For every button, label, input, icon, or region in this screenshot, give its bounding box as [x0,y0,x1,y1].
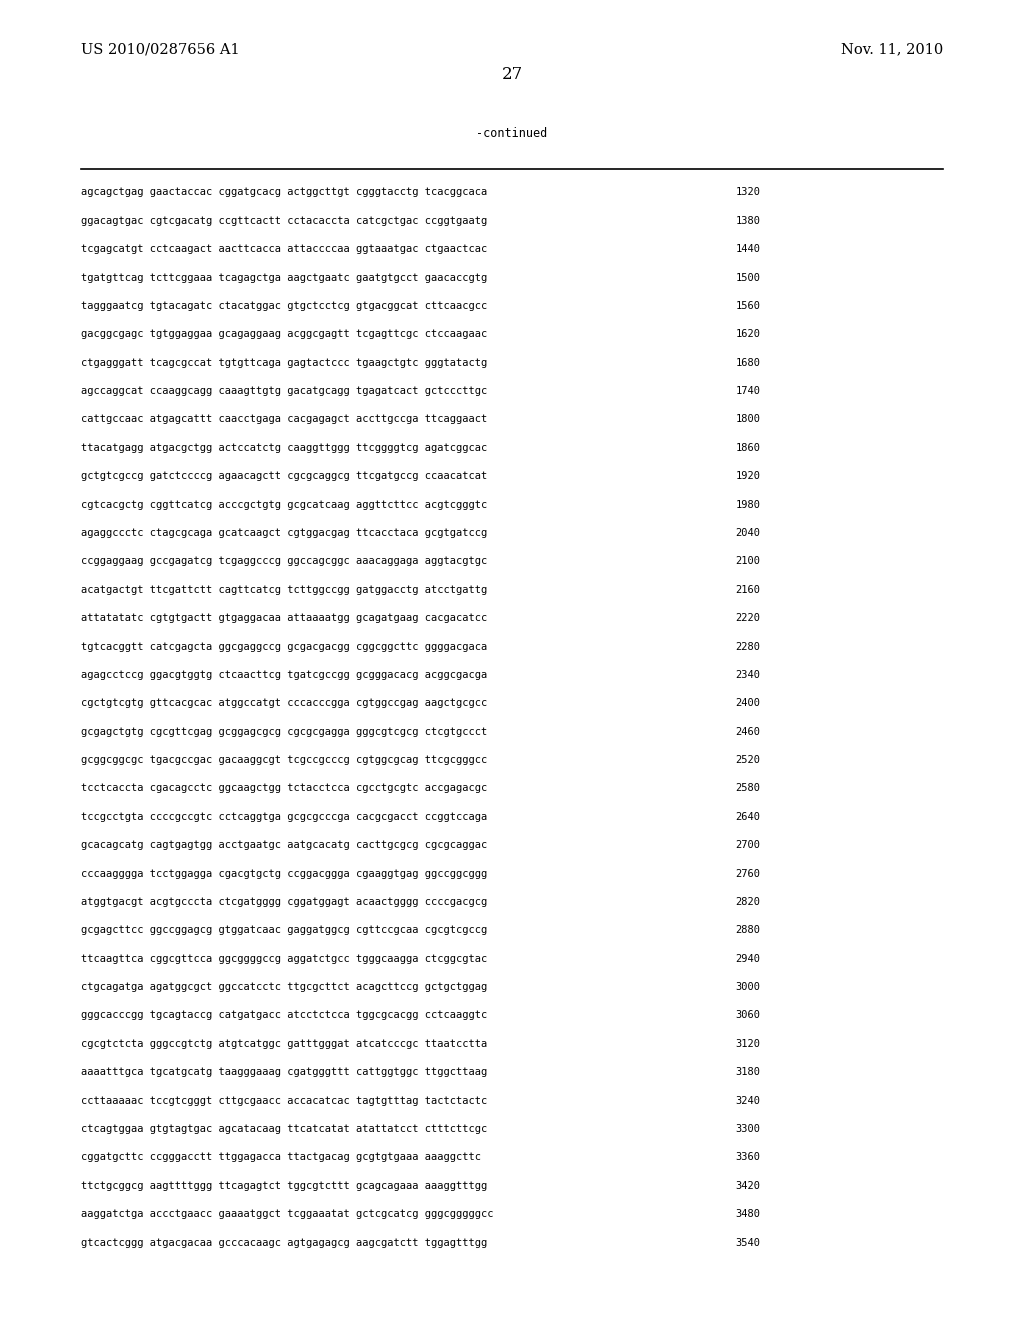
Text: 2400: 2400 [735,698,760,709]
Text: 2040: 2040 [735,528,760,539]
Text: 3480: 3480 [735,1209,760,1220]
Text: ttcaagttca cggcgttcca ggcggggccg aggatctgcc tgggcaagga ctcggcgtac: ttcaagttca cggcgttcca ggcggggccg aggatct… [81,953,487,964]
Text: 1920: 1920 [735,471,760,482]
Text: 3120: 3120 [735,1039,760,1049]
Text: gcgagctgtg cgcgttcgag gcggagcgcg cgcgcgagga gggcgtcgcg ctcgtgccct: gcgagctgtg cgcgttcgag gcggagcgcg cgcgcga… [81,726,487,737]
Text: ccggaggaag gccgagatcg tcgaggcccg ggccagcggc aaacaggaga aggtacgtgc: ccggaggaag gccgagatcg tcgaggcccg ggccagc… [81,557,487,566]
Text: agagcctccg ggacgtggtg ctcaacttcg tgatcgccgg gcgggacacg acggcgacga: agagcctccg ggacgtggtg ctcaacttcg tgatcgc… [81,671,487,680]
Text: 1800: 1800 [735,414,760,425]
Text: 3240: 3240 [735,1096,760,1106]
Text: atggtgacgt acgtgcccta ctcgatgggg cggatggagt acaactgggg ccccgacgcg: atggtgacgt acgtgcccta ctcgatgggg cggatgg… [81,898,487,907]
Text: acatgactgt ttcgattctt cagttcatcg tcttggccgg gatggacctg atcctgattg: acatgactgt ttcgattctt cagttcatcg tcttggc… [81,585,487,595]
Text: cgcgtctcta gggccgtctg atgtcatggc gatttgggat atcatcccgc ttaatcctta: cgcgtctcta gggccgtctg atgtcatggc gatttgg… [81,1039,487,1049]
Text: attatatatc cgtgtgactt gtgaggacaa attaaaatgg gcagatgaag cacgacatcc: attatatatc cgtgtgactt gtgaggacaa attaaaa… [81,612,487,623]
Text: 3420: 3420 [735,1180,760,1191]
Text: 2160: 2160 [735,585,760,595]
Text: 3540: 3540 [735,1238,760,1247]
Text: gcggcggcgc tgacgccgac gacaaggcgt tcgccgcccg cgtggcgcag ttcgcgggcc: gcggcggcgc tgacgccgac gacaaggcgt tcgccgc… [81,755,487,766]
Text: aaaatttgca tgcatgcatg taagggaaag cgatgggttt cattggtggc ttggcttaag: aaaatttgca tgcatgcatg taagggaaag cgatggg… [81,1067,487,1077]
Text: 2880: 2880 [735,925,760,936]
Text: cgctgtcgtg gttcacgcac atggccatgt cccacccgga cgtggccgag aagctgcgcc: cgctgtcgtg gttcacgcac atggccatgt cccaccc… [81,698,487,709]
Text: 1440: 1440 [735,244,760,255]
Text: agcagctgag gaactaccac cggatgcacg actggcttgt cgggtacctg tcacggcaca: agcagctgag gaactaccac cggatgcacg actggct… [81,187,487,198]
Text: cccaagggga tcctggagga cgacgtgctg ccggacggga cgaaggtgag ggccggcggg: cccaagggga tcctggagga cgacgtgctg ccggacg… [81,869,487,879]
Text: gctgtcgccg gatctccccg agaacagctt cgcgcaggcg ttcgatgccg ccaacatcat: gctgtcgccg gatctccccg agaacagctt cgcgcag… [81,471,487,482]
Text: ctgagggatt tcagcgccat tgtgttcaga gagtactccc tgaagctgtc gggtatactg: ctgagggatt tcagcgccat tgtgttcaga gagtact… [81,358,487,368]
Text: tgatgttcag tcttcggaaa tcagagctga aagctgaatc gaatgtgcct gaacaccgtg: tgatgttcag tcttcggaaa tcagagctga aagctga… [81,272,487,282]
Text: ctcagtggaa gtgtagtgac agcatacaag ttcatcatat atattatcct ctttcttcgc: ctcagtggaa gtgtagtgac agcatacaag ttcatca… [81,1123,487,1134]
Text: 3180: 3180 [735,1067,760,1077]
Text: 2220: 2220 [735,612,760,623]
Text: 3000: 3000 [735,982,760,993]
Text: 27: 27 [502,66,522,83]
Text: 2580: 2580 [735,783,760,793]
Text: gcgagcttcc ggccggagcg gtggatcaac gaggatggcg cgttccgcaa cgcgtcgccg: gcgagcttcc ggccggagcg gtggatcaac gaggatg… [81,925,487,936]
Text: 2340: 2340 [735,671,760,680]
Text: tagggaatcg tgtacagatc ctacatggac gtgctcctcg gtgacggcat cttcaacgcc: tagggaatcg tgtacagatc ctacatggac gtgctcc… [81,301,487,312]
Text: 1560: 1560 [735,301,760,312]
Text: US 2010/0287656 A1: US 2010/0287656 A1 [81,42,240,57]
Text: agccaggcat ccaaggcagg caaagttgtg gacatgcagg tgagatcact gctcccttgc: agccaggcat ccaaggcagg caaagttgtg gacatgc… [81,385,487,396]
Text: 2280: 2280 [735,642,760,652]
Text: 1980: 1980 [735,500,760,510]
Text: ctgcagatga agatggcgct ggccatcctc ttgcgcttct acagcttccg gctgctggag: ctgcagatga agatggcgct ggccatcctc ttgcgct… [81,982,487,993]
Text: -continued: -continued [476,127,548,140]
Text: 3060: 3060 [735,1011,760,1020]
Text: 3360: 3360 [735,1152,760,1163]
Text: tcctcaccta cgacagcctc ggcaagctgg tctacctcca cgcctgcgtc accgagacgc: tcctcaccta cgacagcctc ggcaagctgg tctacct… [81,783,487,793]
Text: 2100: 2100 [735,557,760,566]
Text: gacggcgagc tgtggaggaa gcagaggaag acggcgagtt tcgagttcgc ctccaagaac: gacggcgagc tgtggaggaa gcagaggaag acggcga… [81,330,487,339]
Text: 1860: 1860 [735,444,760,453]
Text: aaggatctga accctgaacc gaaaatggct tcggaaatat gctcgcatcg gggcgggggcc: aaggatctga accctgaacc gaaaatggct tcggaaa… [81,1209,494,1220]
Text: cggatgcttc ccgggacctt ttggagacca ttactgacag gcgtgtgaaa aaaggcttc: cggatgcttc ccgggacctt ttggagacca ttactga… [81,1152,481,1163]
Text: 1620: 1620 [735,330,760,339]
Text: cattgccaac atgagcattt caacctgaga cacgagagct accttgccga ttcaggaact: cattgccaac atgagcattt caacctgaga cacgaga… [81,414,487,425]
Text: 2520: 2520 [735,755,760,766]
Text: tgtcacggtt catcgagcta ggcgaggccg gcgacgacgg cggcggcttc ggggacgaca: tgtcacggtt catcgagcta ggcgaggccg gcgacga… [81,642,487,652]
Text: 2760: 2760 [735,869,760,879]
Text: tcgagcatgt cctcaagact aacttcacca attaccccaa ggtaaatgac ctgaactcac: tcgagcatgt cctcaagact aacttcacca attaccc… [81,244,487,255]
Text: ttacatgagg atgacgctgg actccatctg caaggttggg ttcggggtcg agatcggcac: ttacatgagg atgacgctgg actccatctg caaggtt… [81,444,487,453]
Text: 2820: 2820 [735,898,760,907]
Text: 1680: 1680 [735,358,760,368]
Text: 1320: 1320 [735,187,760,198]
Text: 2940: 2940 [735,953,760,964]
Text: 3300: 3300 [735,1123,760,1134]
Text: gggcacccgg tgcagtaccg catgatgacc atcctctcca tggcgcacgg cctcaaggtc: gggcacccgg tgcagtaccg catgatgacc atcctct… [81,1011,487,1020]
Text: ccttaaaaac tccgtcgggt cttgcgaacc accacatcac tagtgtttag tactctactc: ccttaaaaac tccgtcgggt cttgcgaacc accacat… [81,1096,487,1106]
Text: 2700: 2700 [735,840,760,850]
Text: 1740: 1740 [735,385,760,396]
Text: 2640: 2640 [735,812,760,822]
Text: 1380: 1380 [735,215,760,226]
Text: gcacagcatg cagtgagtgg acctgaatgc aatgcacatg cacttgcgcg cgcgcaggac: gcacagcatg cagtgagtgg acctgaatgc aatgcac… [81,840,487,850]
Text: cgtcacgctg cggttcatcg acccgctgtg gcgcatcaag aggttcttcc acgtcgggtc: cgtcacgctg cggttcatcg acccgctgtg gcgcatc… [81,500,487,510]
Text: tccgcctgta ccccgccgtc cctcaggtga gcgcgcccga cacgcgacct ccggtccaga: tccgcctgta ccccgccgtc cctcaggtga gcgcgcc… [81,812,487,822]
Text: Nov. 11, 2010: Nov. 11, 2010 [841,42,943,57]
Text: gtcactcggg atgacgacaa gcccacaagc agtgagagcg aagcgatctt tggagtttgg: gtcactcggg atgacgacaa gcccacaagc agtgaga… [81,1238,487,1247]
Text: agaggccctc ctagcgcaga gcatcaagct cgtggacgag ttcacctaca gcgtgatccg: agaggccctc ctagcgcaga gcatcaagct cgtggac… [81,528,487,539]
Text: 1500: 1500 [735,272,760,282]
Text: ttctgcggcg aagttttggg ttcagagtct tggcgtcttt gcagcagaaa aaaggtttgg: ttctgcggcg aagttttggg ttcagagtct tggcgtc… [81,1180,487,1191]
Text: 2460: 2460 [735,726,760,737]
Text: ggacagtgac cgtcgacatg ccgttcactt cctacaccta catcgctgac ccggtgaatg: ggacagtgac cgtcgacatg ccgttcactt cctacac… [81,215,487,226]
